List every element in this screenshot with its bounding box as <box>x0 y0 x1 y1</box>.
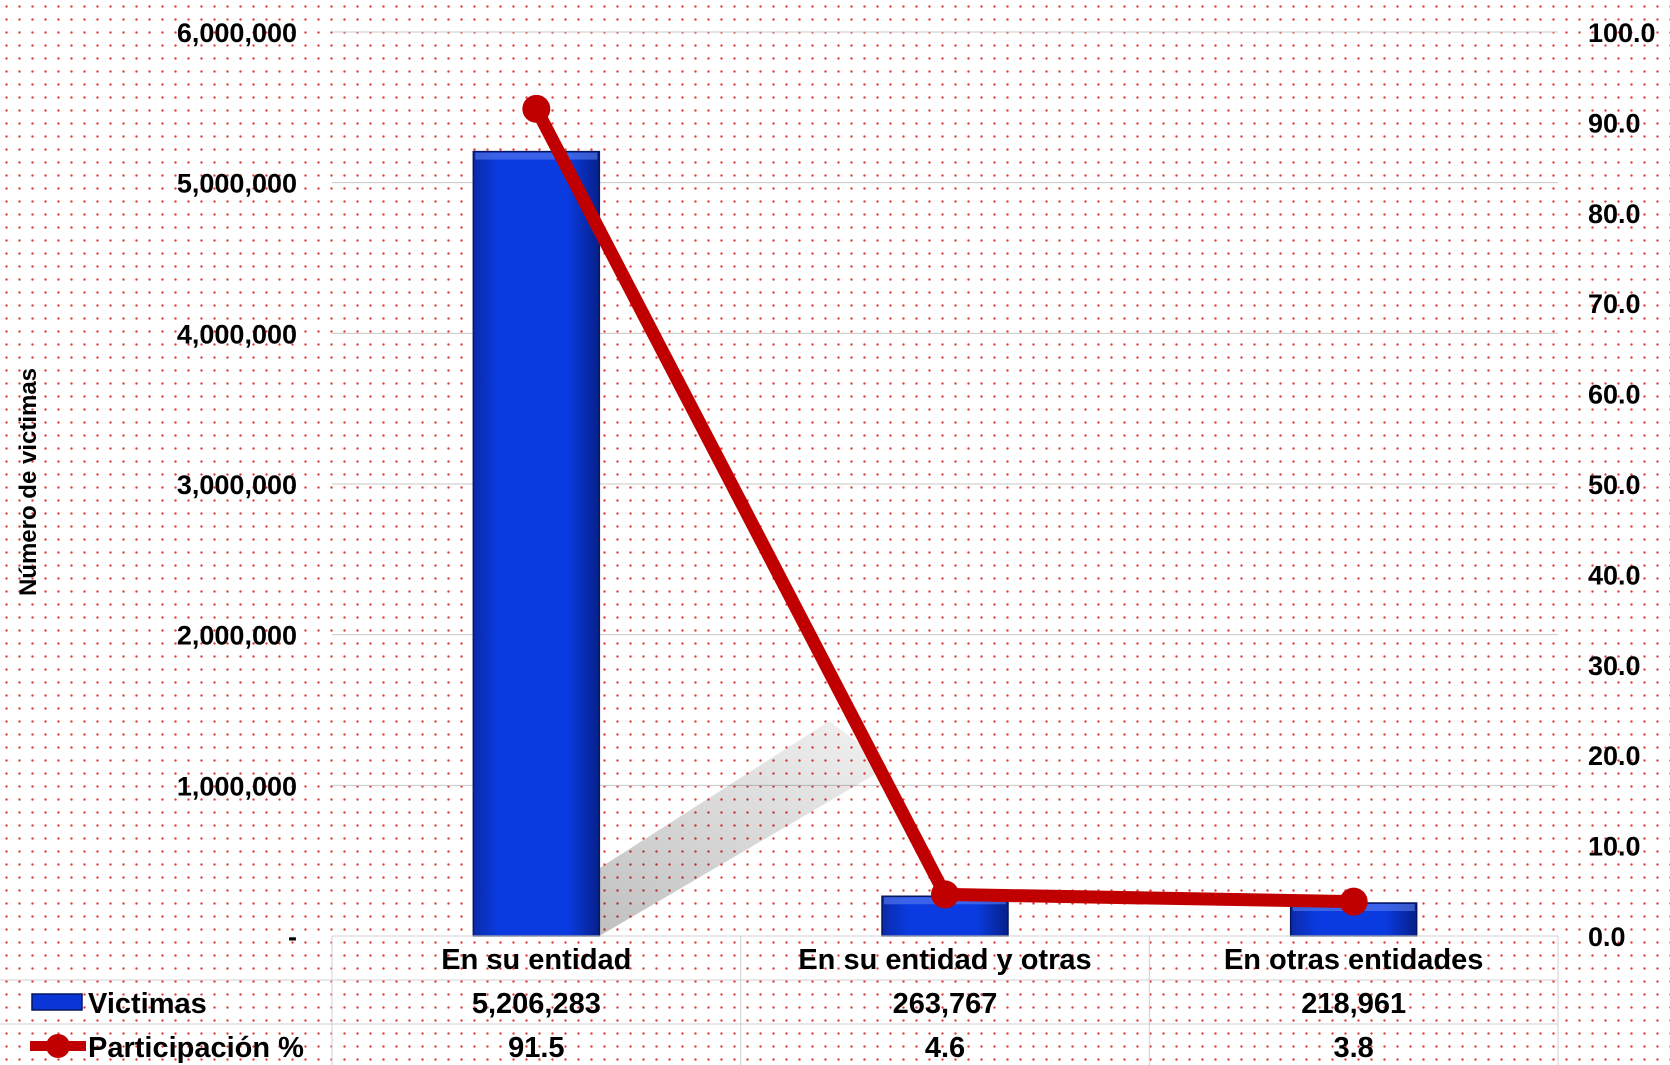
left-tick-label: 1,000,000 <box>177 771 297 801</box>
bar-victimas <box>472 150 601 937</box>
right-tick-label: 70.0 <box>1588 289 1641 319</box>
table-cell-victimas: 263,767 <box>893 988 998 1020</box>
participation-point <box>522 94 551 123</box>
right-axis: 0.0 10.0 20.0 30.0 40.0 50.0 60.0 70.0 80.0 90.0 1… <box>1588 18 1656 952</box>
left-axis: - 1,000,000 2,000,000 3,000,000 4,000,000 5,0… <box>177 18 297 952</box>
left-tick-label: 3,000,000 <box>177 470 297 500</box>
data-table: En su entidad 5,206,283 91.5 En su entidad … <box>0 935 1559 1065</box>
left-tick-label: 4,000,000 <box>177 319 297 349</box>
table-cell-victimas: 5,206,283 <box>472 988 601 1020</box>
bar-bevel <box>475 152 598 160</box>
left-tick-label: 5,000,000 <box>177 169 297 199</box>
legend-label-participacion: Participación % <box>88 1032 304 1064</box>
right-tick-label: 0.0 <box>1588 922 1626 952</box>
table-cell-participacion: 4.6 <box>925 1032 965 1064</box>
right-tick-label: 80.0 <box>1588 199 1641 229</box>
table-cell-participacion: 3.8 <box>1334 1032 1374 1064</box>
participation-point <box>1339 887 1368 916</box>
right-tick-label: 60.0 <box>1588 380 1641 410</box>
legend-label-victimas: Victimas <box>88 988 207 1020</box>
participation-line-path <box>530 105 1354 909</box>
right-tick-label: 90.0 <box>1588 108 1641 138</box>
left-tick-label: 6,000,000 <box>177 18 297 48</box>
right-tick-label: 40.0 <box>1588 560 1641 590</box>
table-cell-victimas: 218,961 <box>1301 988 1406 1020</box>
left-tick-label: 2,000,000 <box>177 621 297 651</box>
legend-key-victimas <box>31 993 83 1011</box>
left-axis-title: Número de victimas <box>15 368 42 596</box>
right-tick-label: 10.0 <box>1588 832 1641 862</box>
left-tick-label: - <box>288 922 297 952</box>
participation-line <box>522 94 1368 916</box>
right-tick-label: 100.0 <box>1588 18 1656 48</box>
category-label: En su entidad <box>441 944 631 976</box>
right-tick-label: 20.0 <box>1588 741 1641 771</box>
participation-point <box>931 880 959 909</box>
category-label: En su entidad y otras <box>798 944 1091 976</box>
right-tick-label: 30.0 <box>1588 651 1641 681</box>
right-tick-label: 50.0 <box>1588 470 1641 500</box>
legend-key-participacion-marker <box>46 1034 70 1058</box>
table-cell-participacion: 91.5 <box>508 1032 564 1064</box>
category-label: En otras entidades <box>1224 944 1483 976</box>
